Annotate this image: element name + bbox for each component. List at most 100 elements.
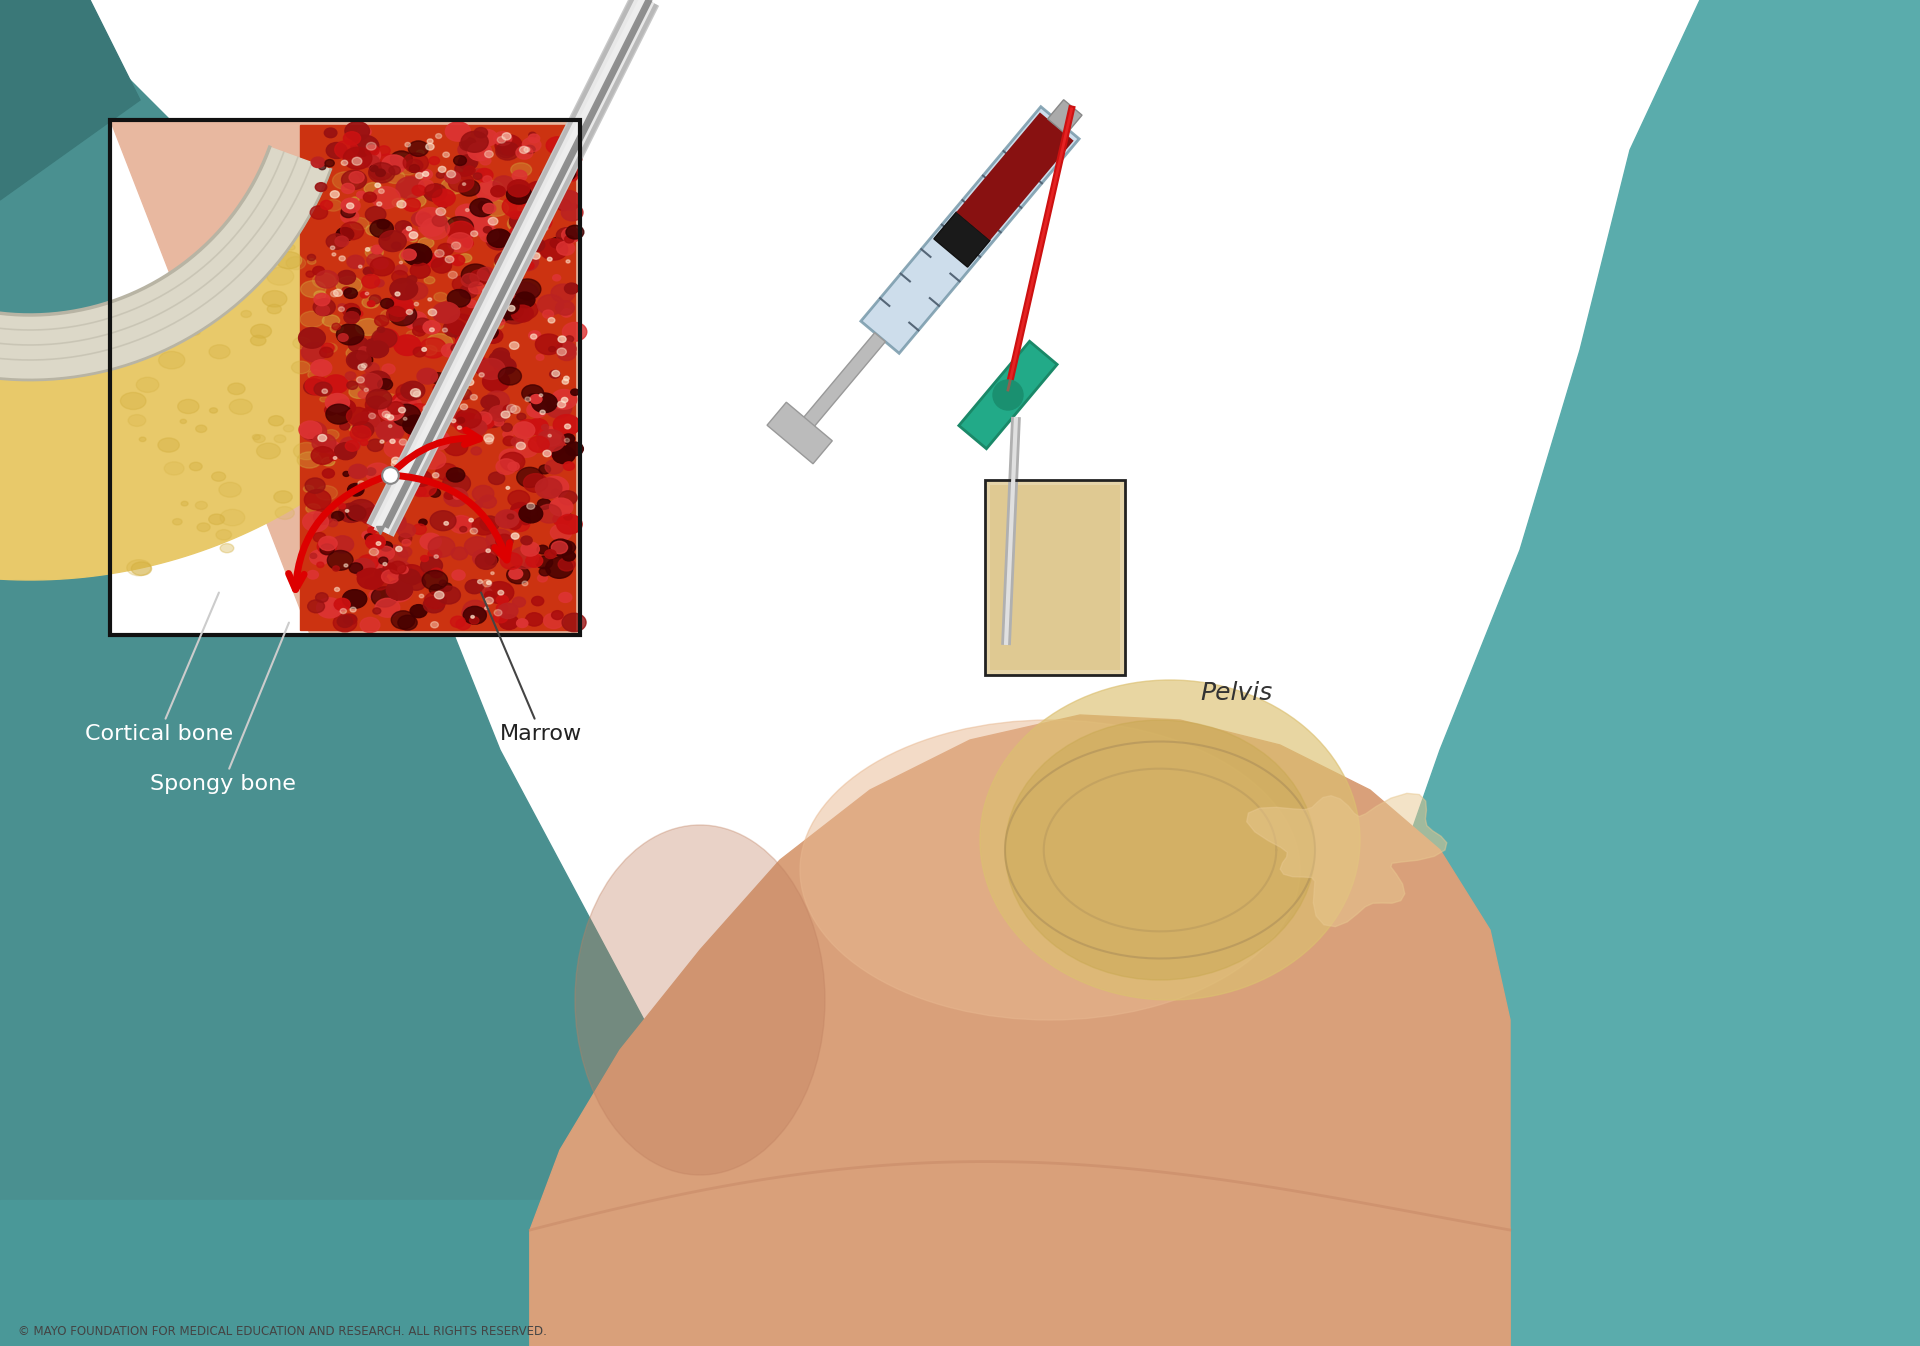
Ellipse shape <box>127 560 152 576</box>
Ellipse shape <box>424 184 447 202</box>
Ellipse shape <box>482 396 499 409</box>
Ellipse shape <box>409 141 428 156</box>
Text: Cortical bone: Cortical bone <box>84 592 232 744</box>
Ellipse shape <box>324 376 348 393</box>
Ellipse shape <box>449 516 472 533</box>
Ellipse shape <box>549 540 572 556</box>
Ellipse shape <box>459 180 480 197</box>
Ellipse shape <box>396 384 419 401</box>
Ellipse shape <box>426 254 444 267</box>
Ellipse shape <box>455 324 480 345</box>
Ellipse shape <box>503 197 530 217</box>
Ellipse shape <box>365 206 386 222</box>
Ellipse shape <box>516 186 532 197</box>
Ellipse shape <box>378 230 407 252</box>
Ellipse shape <box>490 273 497 280</box>
Ellipse shape <box>417 207 444 229</box>
Ellipse shape <box>472 549 495 567</box>
Ellipse shape <box>378 401 405 421</box>
Ellipse shape <box>432 303 459 323</box>
Polygon shape <box>109 120 580 635</box>
Ellipse shape <box>374 569 388 579</box>
Ellipse shape <box>403 198 420 211</box>
Ellipse shape <box>397 524 415 537</box>
Polygon shape <box>1331 0 1920 1346</box>
Ellipse shape <box>365 145 378 156</box>
Ellipse shape <box>363 267 374 275</box>
Ellipse shape <box>384 170 405 183</box>
Ellipse shape <box>526 509 536 516</box>
Ellipse shape <box>497 297 518 315</box>
Ellipse shape <box>557 199 570 210</box>
Ellipse shape <box>557 349 566 355</box>
Ellipse shape <box>407 331 419 338</box>
Ellipse shape <box>321 201 332 210</box>
Ellipse shape <box>476 359 497 377</box>
Polygon shape <box>766 402 831 464</box>
Ellipse shape <box>484 226 492 233</box>
Ellipse shape <box>459 284 478 299</box>
Ellipse shape <box>486 549 490 552</box>
Ellipse shape <box>470 528 478 534</box>
Ellipse shape <box>442 178 465 194</box>
Bar <box>109 120 580 635</box>
Ellipse shape <box>459 155 478 170</box>
Ellipse shape <box>511 517 530 532</box>
Ellipse shape <box>311 206 328 219</box>
Ellipse shape <box>447 289 470 307</box>
Polygon shape <box>530 900 1509 1346</box>
Ellipse shape <box>179 400 200 413</box>
Ellipse shape <box>323 389 328 393</box>
Ellipse shape <box>390 439 396 443</box>
Ellipse shape <box>399 479 409 486</box>
Ellipse shape <box>522 385 543 401</box>
Ellipse shape <box>465 537 490 556</box>
Ellipse shape <box>355 311 363 318</box>
Ellipse shape <box>422 346 438 355</box>
Ellipse shape <box>357 572 365 577</box>
Ellipse shape <box>559 336 566 342</box>
Text: Marrow: Marrow <box>482 592 582 744</box>
Ellipse shape <box>501 302 528 324</box>
Ellipse shape <box>344 147 372 170</box>
Ellipse shape <box>346 371 355 380</box>
Ellipse shape <box>549 346 555 351</box>
Ellipse shape <box>275 435 286 443</box>
Ellipse shape <box>455 335 474 350</box>
Ellipse shape <box>503 405 515 415</box>
Ellipse shape <box>305 478 324 494</box>
Ellipse shape <box>349 563 363 573</box>
Ellipse shape <box>221 509 246 526</box>
Ellipse shape <box>453 516 470 529</box>
Ellipse shape <box>538 429 564 451</box>
Ellipse shape <box>540 238 568 260</box>
Ellipse shape <box>536 478 563 498</box>
Ellipse shape <box>543 451 551 456</box>
Ellipse shape <box>180 501 188 506</box>
Ellipse shape <box>401 229 419 241</box>
Ellipse shape <box>511 227 532 244</box>
Ellipse shape <box>219 482 242 497</box>
Ellipse shape <box>541 439 564 456</box>
Ellipse shape <box>422 571 447 590</box>
Ellipse shape <box>559 541 576 555</box>
Ellipse shape <box>365 183 382 195</box>
Ellipse shape <box>413 186 426 195</box>
Polygon shape <box>958 342 1058 448</box>
Ellipse shape <box>438 586 461 604</box>
Ellipse shape <box>340 608 346 614</box>
Ellipse shape <box>545 460 563 474</box>
Ellipse shape <box>303 511 328 532</box>
Ellipse shape <box>507 514 515 520</box>
Ellipse shape <box>484 151 493 157</box>
Ellipse shape <box>419 179 434 191</box>
Ellipse shape <box>507 486 509 490</box>
Ellipse shape <box>495 135 522 155</box>
Ellipse shape <box>361 618 380 633</box>
Ellipse shape <box>405 404 432 424</box>
Ellipse shape <box>405 283 428 300</box>
Ellipse shape <box>526 238 532 242</box>
Ellipse shape <box>551 525 572 541</box>
Ellipse shape <box>520 542 540 556</box>
Ellipse shape <box>396 546 401 552</box>
